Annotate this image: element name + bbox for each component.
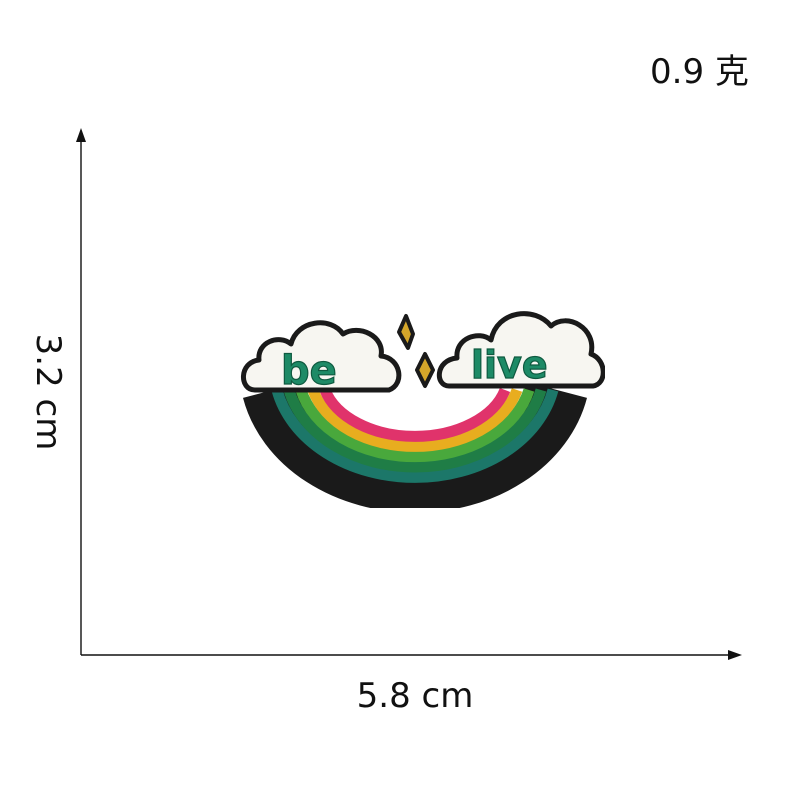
vertical-axis-arrow-icon <box>76 128 86 142</box>
rainbow-inner-gap <box>333 390 497 430</box>
rainbow-teal-band <box>271 388 559 483</box>
left-cloud-text: be <box>281 348 337 394</box>
sparkle-bottom-icon <box>415 352 435 388</box>
rainbow-dark-green-band <box>283 388 547 473</box>
rainbow-yellow-band <box>307 388 523 452</box>
width-label: 5.8 cm <box>356 676 474 716</box>
right-cloud-text: live <box>471 343 548 387</box>
embroidered-patch: be live <box>241 311 605 508</box>
right-cloud <box>437 311 605 389</box>
left-cloud <box>241 320 402 393</box>
rainbow-light-green-band <box>295 388 535 463</box>
height-label: 3.2 cm <box>28 333 68 451</box>
rainbow-pink-band <box>319 387 511 442</box>
sparkle-top-icon <box>397 314 415 350</box>
horizontal-axis-arrow-icon <box>728 650 742 660</box>
weight-label: 0.9 克 <box>650 52 749 92</box>
